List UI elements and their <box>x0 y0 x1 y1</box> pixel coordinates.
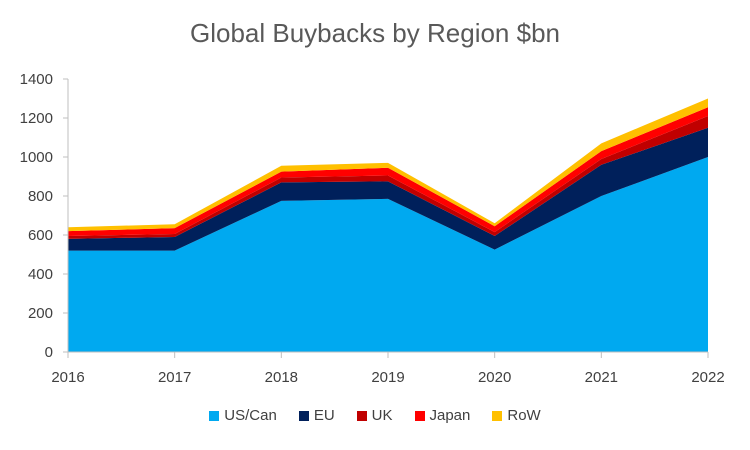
legend-swatch <box>298 410 309 421</box>
legend-label: US/Can <box>224 407 277 424</box>
y-tick-label: 400 <box>28 266 53 283</box>
legend-label: RoW <box>507 407 541 424</box>
legend: US/Can EU UK Japan RoW <box>0 407 750 424</box>
area-series-us-can <box>68 157 708 352</box>
legend-item-row: RoW <box>492 407 541 424</box>
area-series-eu <box>68 127 708 251</box>
legend-swatch <box>414 410 425 421</box>
x-tick-label: 2016 <box>51 369 84 386</box>
legend-item-us-can: US/Can <box>209 407 277 424</box>
legend-label: Japan <box>429 407 471 424</box>
y-tick-label: 800 <box>28 188 53 205</box>
area-series-uk <box>68 116 708 239</box>
y-tick-label: 1000 <box>20 149 53 166</box>
chart-title: Global Buybacks by Region $bn <box>189 18 560 48</box>
x-tick-label: 2017 <box>158 369 191 386</box>
y-tick-label: 1400 <box>20 71 53 88</box>
legend-swatch <box>356 410 367 421</box>
y-tick-label: 0 <box>45 344 53 361</box>
x-tick-label: 2020 <box>478 369 511 386</box>
y-tick-label: 1200 <box>20 110 53 127</box>
legend-label: EU <box>313 407 335 424</box>
x-tick-label: 2018 <box>265 369 298 386</box>
x-tick-label: 2022 <box>691 369 724 386</box>
legend-swatch <box>492 410 503 421</box>
legend-item-japan: Japan <box>414 407 471 424</box>
x-tick-label: 2019 <box>371 369 404 386</box>
legend-item-eu: EU <box>298 407 335 424</box>
legend-swatch <box>209 410 220 421</box>
area-series-japan <box>68 107 708 236</box>
legend-label: UK <box>371 407 393 424</box>
x-tick-label: 2021 <box>585 369 618 386</box>
area-series-row <box>68 98 708 232</box>
y-tick-label: 200 <box>28 305 53 322</box>
legend-item-uk: UK <box>356 407 393 424</box>
y-tick-label: 600 <box>28 227 53 244</box>
